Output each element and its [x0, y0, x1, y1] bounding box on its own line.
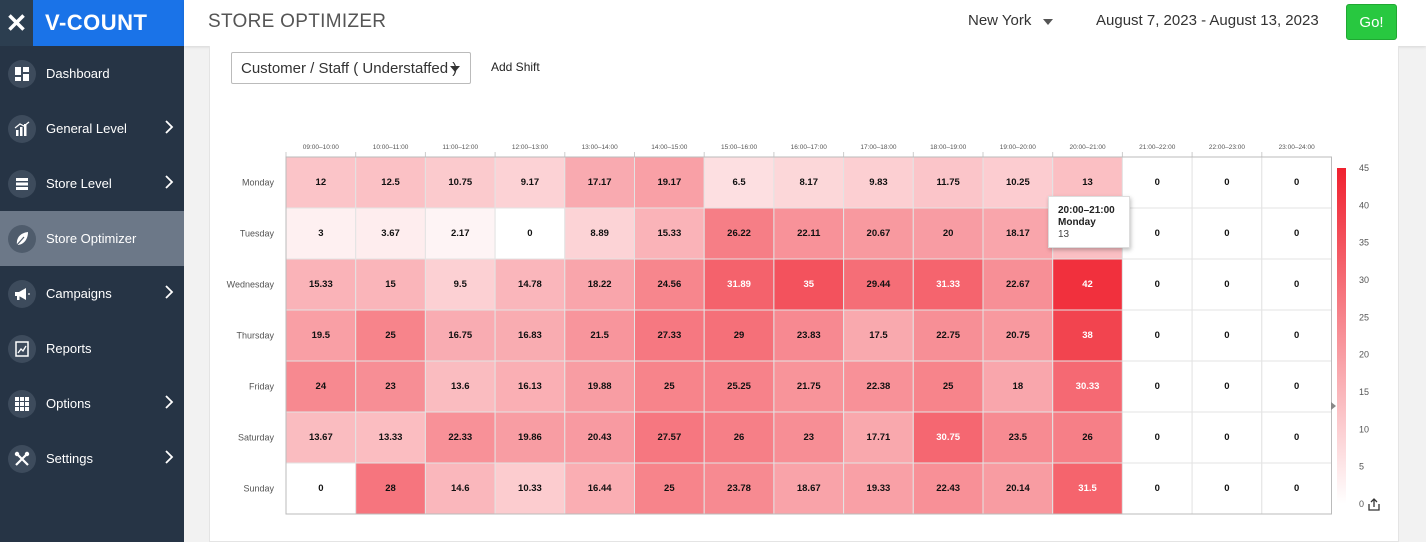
- page-title: STORE OPTIMIZER: [208, 11, 387, 32]
- export-icon[interactable]: [1367, 497, 1381, 511]
- caret-down-icon[interactable]: [450, 66, 460, 72]
- tooltip-time: 20:00–21:00: [1058, 205, 1115, 216]
- report-icon: [8, 334, 36, 363]
- tooltip-day: Monday: [1058, 217, 1096, 228]
- tooltip-value: 13: [1058, 229, 1070, 240]
- scroll-right-arrow-icon[interactable]: [1331, 402, 1336, 410]
- chevron-right-icon: [165, 395, 174, 409]
- sidebar-item-store-level[interactable]: Store Level: [0, 156, 184, 211]
- chevron-right-icon: [165, 120, 174, 134]
- sidebar-item-label: Dashboard: [46, 66, 110, 81]
- sidebar-item-dashboard[interactable]: Dashboard: [0, 46, 184, 101]
- close-x-icon[interactable]: ✕: [0, 0, 33, 46]
- sidebar-item-label: Settings: [46, 451, 93, 466]
- sidebar-item-general-level[interactable]: General Level: [0, 101, 184, 156]
- sidebar-item-settings[interactable]: Settings: [0, 431, 184, 486]
- top-bar: STORE OPTIMIZER New York August 7, 2023 …: [184, 0, 1426, 46]
- sidebar-item-label: Store Optimizer: [46, 231, 137, 246]
- metric-select-value: Customer / Staff ( Understaffed ): [241, 59, 458, 77]
- location-select[interactable]: New York: [968, 12, 1032, 29]
- grid-icon: [8, 389, 36, 418]
- sidebar-item-campaigns[interactable]: Campaigns: [0, 266, 184, 321]
- sidebar-item-store-optimizer[interactable]: Store Optimizer: [0, 211, 184, 266]
- sidebar-item-label: Options: [46, 396, 91, 411]
- wrench-icon: [8, 444, 36, 473]
- megaphone-icon: [8, 279, 36, 308]
- leaf-icon: [8, 224, 36, 253]
- add-shift-button[interactable]: Add Shift: [491, 60, 540, 74]
- sidebar-item-label: General Level: [46, 121, 127, 136]
- caret-down-icon[interactable]: [1043, 19, 1053, 25]
- sidebar-item-label: Store Level: [46, 176, 112, 191]
- go-button[interactable]: Go!: [1346, 4, 1397, 40]
- chart-icon: [8, 114, 36, 143]
- sidebar-item-reports[interactable]: Reports: [0, 321, 184, 376]
- sidebar-item-label: Campaigns: [46, 286, 112, 301]
- brand-logo[interactable]: ✕ V-COUNT: [0, 0, 184, 46]
- optimizer-card: Customer / Staff ( Understaffed ) Add Sh…: [209, 46, 1399, 542]
- date-range-picker[interactable]: August 7, 2023 - August 13, 2023: [1096, 12, 1319, 29]
- store-icon: [8, 169, 36, 198]
- dashboard-icon: [8, 59, 36, 88]
- chevron-right-icon: [165, 450, 174, 464]
- brand-name: V-COUNT: [45, 10, 148, 35]
- sidebar-item-label: Reports: [46, 341, 92, 356]
- sidebar-item-options[interactable]: Options: [0, 376, 184, 431]
- chevron-right-icon: [165, 175, 174, 189]
- sidebar: Dashboard General Level Store Level Stor…: [0, 46, 184, 542]
- chevron-right-icon: [165, 285, 174, 299]
- metric-select[interactable]: Customer / Staff ( Understaffed ): [231, 52, 471, 84]
- heatmap-tooltip: 20:00–21:00 Monday 13: [1048, 196, 1130, 248]
